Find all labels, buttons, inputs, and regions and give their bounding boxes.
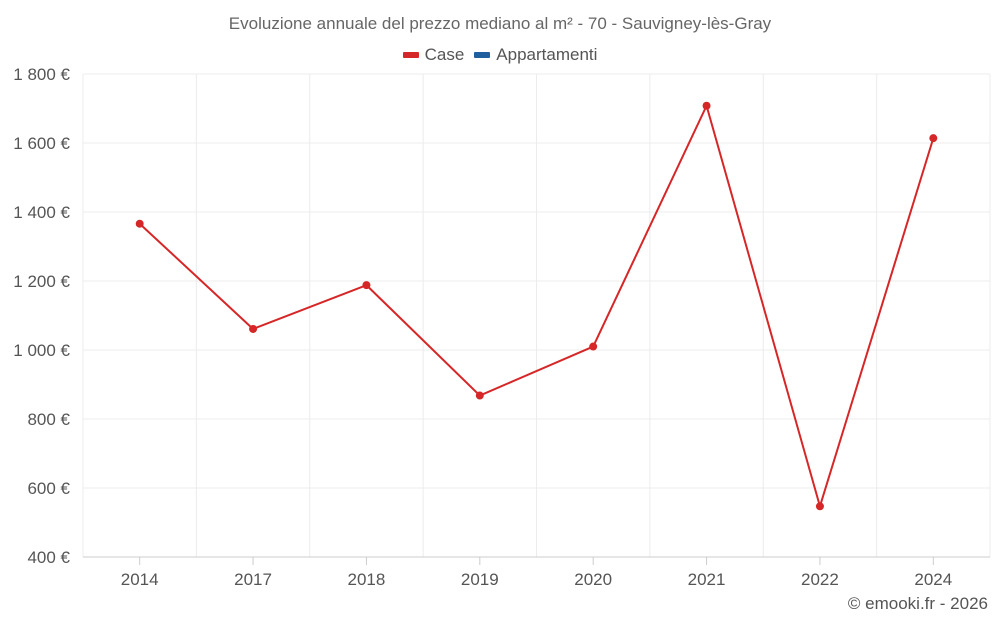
y-tick-label: 1 600 € <box>13 134 70 153</box>
legend-swatch-case <box>402 52 419 58</box>
legend-label-appartamenti: Appartamenti <box>496 45 598 64</box>
x-tick-label: 2014 <box>121 570 159 589</box>
y-tick-label: 400 € <box>27 548 70 567</box>
y-tick-label: 1 000 € <box>13 341 70 360</box>
data-point[interactable] <box>135 219 144 228</box>
y-tick-label: 1 400 € <box>13 203 70 222</box>
x-tick-label: 2022 <box>801 570 839 589</box>
data-point[interactable] <box>929 134 938 143</box>
legend-item-appartamenti[interactable]: Appartamenti <box>474 45 597 65</box>
data-point[interactable] <box>589 342 598 351</box>
legend: Case Appartamenti <box>0 45 1000 65</box>
data-point[interactable] <box>249 324 258 333</box>
y-tick-label: 1 200 € <box>13 272 70 291</box>
x-tick-label: 2018 <box>348 570 386 589</box>
copyright-text: © emooki.fr - 2026 <box>847 594 988 613</box>
y-tick-label: 1 800 € <box>13 65 70 84</box>
legend-swatch-appartamenti <box>474 52 491 58</box>
y-tick-label: 800 € <box>27 410 70 429</box>
data-point[interactable] <box>815 502 824 511</box>
legend-item-case[interactable]: Case <box>402 45 465 65</box>
x-tick-label: 2017 <box>234 570 272 589</box>
x-tick-label: 2024 <box>914 570 952 589</box>
x-tick-label: 2019 <box>461 570 499 589</box>
y-tick-label: 600 € <box>27 479 70 498</box>
data-point[interactable] <box>702 101 711 110</box>
series-line-case <box>139 104 935 508</box>
x-tick-label: 2021 <box>688 570 726 589</box>
data-point[interactable] <box>362 281 371 290</box>
data-point[interactable] <box>475 391 484 400</box>
legend-label-case: Case <box>424 45 465 64</box>
x-tick-label: 2020 <box>574 570 612 589</box>
chart-title: Evoluzione annuale del prezzo mediano al… <box>228 14 772 33</box>
axes: 400 € 600 € 800 € 1 000 € 1 200 € 1 400 € 1 60… <box>13 65 990 589</box>
series-layer <box>135 101 938 511</box>
grid <box>82 73 991 558</box>
